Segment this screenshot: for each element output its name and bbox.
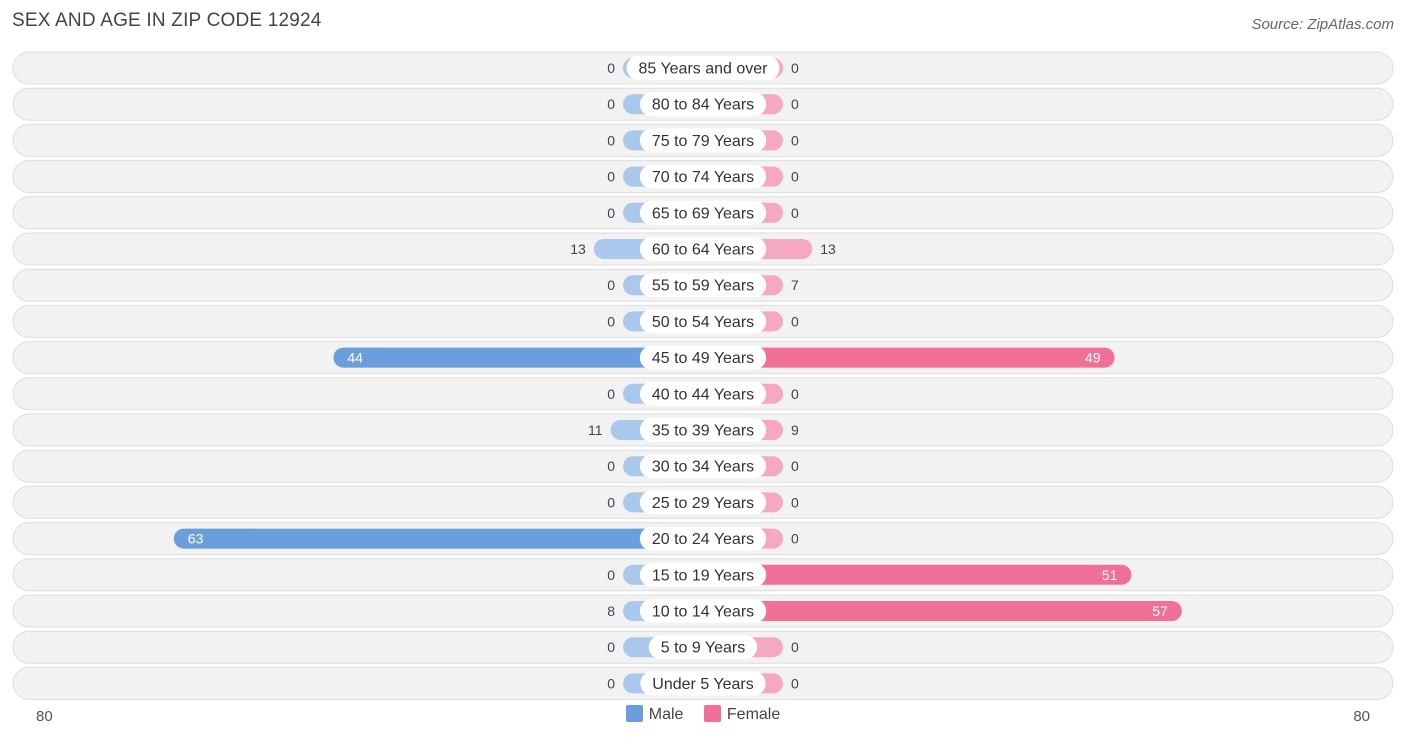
age-group-label: 50 to 54 Years bbox=[652, 314, 754, 331]
male-value-label: 8 bbox=[607, 603, 615, 619]
female-value-label: 0 bbox=[791, 531, 799, 547]
age-group-label: 5 to 9 Years bbox=[661, 640, 746, 657]
female-value-label: 51 bbox=[1102, 567, 1118, 583]
age-group-label-pill bbox=[640, 671, 766, 696]
female-value-label: 0 bbox=[791, 675, 799, 691]
axis-right-label: 80 bbox=[1353, 708, 1370, 725]
age-group-label: 75 to 79 Years bbox=[652, 133, 754, 150]
male-bar bbox=[173, 528, 714, 549]
male-value-label: 44 bbox=[347, 350, 363, 366]
female-value-label: 0 bbox=[791, 96, 799, 112]
age-group-label: 65 to 69 Years bbox=[652, 205, 754, 222]
male-value-label: 0 bbox=[607, 567, 615, 583]
age-group-label: 30 to 34 Years bbox=[652, 459, 754, 476]
female-value-label: 0 bbox=[791, 205, 799, 221]
age-group-label: 40 to 44 Years bbox=[652, 386, 754, 403]
chart-title: SEX AND AGE IN ZIP CODE 12924 bbox=[12, 10, 322, 31]
age-group-label-pill bbox=[639, 490, 767, 515]
age-group-label: 10 to 14 Years bbox=[652, 604, 754, 621]
male-value-label: 63 bbox=[188, 531, 204, 547]
age-group-label: 45 to 49 Years bbox=[652, 350, 754, 367]
age-group-label-pill bbox=[639, 164, 767, 189]
age-group-label-pill bbox=[639, 345, 767, 370]
age-group-label-pill bbox=[639, 418, 767, 442]
male-bar bbox=[333, 347, 713, 368]
age-group-label-pill bbox=[639, 381, 767, 406]
age-group-label-pill bbox=[639, 599, 767, 623]
female-value-label: 0 bbox=[791, 386, 799, 402]
female-bar bbox=[693, 601, 1182, 621]
age-group-label: 55 to 59 Years bbox=[652, 278, 754, 295]
male-value-label: 0 bbox=[607, 169, 615, 185]
female-value-label: 0 bbox=[791, 132, 799, 148]
male-value-label: 0 bbox=[607, 277, 615, 293]
female-value-label: 7 bbox=[791, 277, 799, 293]
age-group-label-pill bbox=[639, 128, 767, 153]
legend-female-label: Female bbox=[726, 706, 781, 723]
age-group-label: 80 to 84 Years bbox=[652, 97, 754, 114]
female-value-label: 0 bbox=[791, 458, 799, 474]
male-value-label: 0 bbox=[607, 205, 615, 221]
legend-female: Female bbox=[703, 705, 781, 724]
male-value-label: 0 bbox=[607, 494, 615, 510]
male-value-label: 0 bbox=[607, 675, 615, 691]
age-group-label: 60 to 64 Years bbox=[652, 242, 754, 259]
male-value-label: 0 bbox=[607, 639, 615, 655]
age-group-label: 85 Years and over bbox=[639, 61, 769, 78]
female-value-label: 0 bbox=[791, 169, 799, 185]
age-group-label: 35 to 39 Years bbox=[652, 423, 754, 440]
age-group-label-pill bbox=[639, 562, 767, 587]
legend-male-swatch bbox=[625, 705, 643, 722]
legend-female-swatch bbox=[703, 705, 721, 722]
female-value-label: 57 bbox=[1152, 603, 1168, 619]
age-group-label-pill bbox=[639, 92, 767, 117]
female-bar bbox=[693, 347, 1115, 368]
male-value-label: 0 bbox=[607, 458, 615, 474]
chart-source: Source: ZipAtlas.com bbox=[1251, 16, 1394, 33]
legend-male-label: Male bbox=[648, 706, 684, 723]
male-value-label: 0 bbox=[607, 313, 615, 329]
female-value-label: 49 bbox=[1085, 350, 1101, 366]
male-value-label: 0 bbox=[607, 132, 615, 148]
age-group-label-pill bbox=[639, 454, 767, 479]
age-group-label: 20 to 24 Years bbox=[652, 531, 754, 548]
age-group-label-pill bbox=[639, 273, 767, 298]
age-group-label-pill bbox=[639, 200, 767, 225]
male-value-label: 0 bbox=[607, 60, 615, 76]
age-group-label: Under 5 Years bbox=[652, 676, 753, 693]
female-value-label: 0 bbox=[791, 313, 799, 329]
age-group-label-pill bbox=[639, 526, 767, 551]
female-value-label: 0 bbox=[791, 494, 799, 510]
age-group-label: 25 to 29 Years bbox=[652, 495, 754, 512]
male-value-label: 0 bbox=[607, 386, 615, 402]
age-group-label: 70 to 74 Years bbox=[652, 169, 754, 186]
female-value-label: 9 bbox=[791, 422, 799, 438]
age-group-label-pill bbox=[639, 237, 767, 261]
age-group-label-pill bbox=[648, 635, 758, 660]
female-value-label: 0 bbox=[791, 60, 799, 76]
male-value-label: 11 bbox=[588, 422, 603, 438]
female-bar bbox=[693, 564, 1132, 585]
age-group-label: 15 to 19 Years bbox=[652, 567, 754, 584]
female-value-label: 13 bbox=[820, 241, 836, 257]
age-group-label-pill bbox=[639, 309, 767, 334]
female-value-label: 0 bbox=[791, 639, 799, 655]
male-value-label: 0 bbox=[607, 96, 615, 112]
male-value-label: 13 bbox=[570, 241, 586, 257]
axis-left-label: 80 bbox=[36, 708, 53, 725]
age-group-label-pill bbox=[626, 56, 780, 80]
legend-male: Male bbox=[625, 705, 684, 724]
chart-legend: Male Female bbox=[0, 705, 1406, 724]
